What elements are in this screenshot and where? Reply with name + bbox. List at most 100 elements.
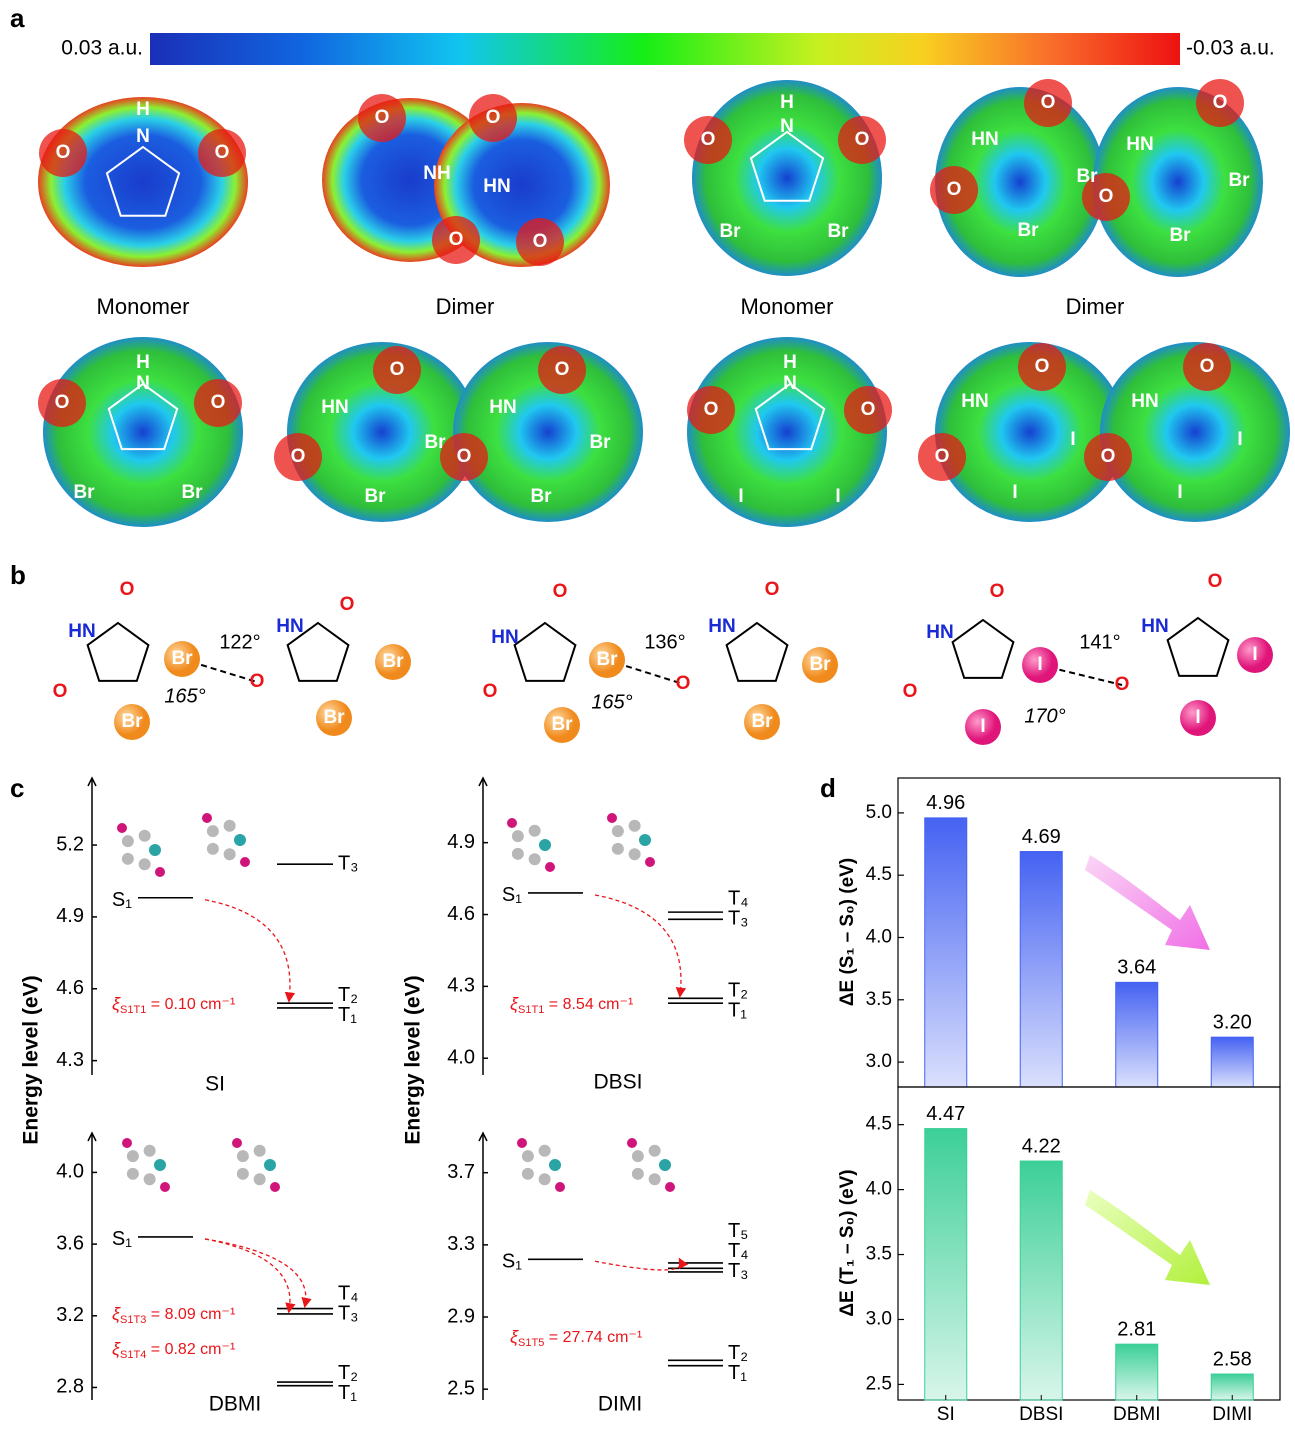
caption: Monomer [741,294,834,319]
atom-label: O [1200,356,1215,377]
atom-label: Br [121,711,143,732]
molecule-model [632,1168,644,1180]
molecule-model [649,1173,661,1185]
atom-label: Br [530,486,552,507]
molecule-model [522,1168,534,1180]
y-axis-title: Energy level (eV) [20,975,43,1144]
atom-label: HN [1131,391,1158,412]
molecule-model [607,813,617,823]
level-label: T₁ [728,1362,747,1384]
atom-label: Br [751,711,773,732]
molecule-model [539,1145,551,1157]
bar [1211,1037,1253,1087]
molecule-model [122,835,134,847]
value-label: 4.96 [926,792,965,814]
soc-annotation: ξS1T3 = 8.09 cm⁻¹ [112,1304,235,1326]
y-tick-label: 3.6 [56,1232,84,1254]
molecule-model [144,1145,156,1157]
bar [925,1129,967,1400]
atom-label: O [855,129,870,150]
value-label: 4.22 [1022,1135,1061,1157]
soc-subscript: S1T1 [518,1004,544,1016]
atom-label: O [56,142,71,163]
colorbar [150,33,1180,65]
atom-label: O [340,594,355,615]
atom-label: Br [171,648,193,669]
soc-annotation: ξS1T1 = 8.54 cm⁻¹ [510,994,633,1016]
bond-angle: 170° [1024,705,1065,727]
atom-label: O [486,107,501,128]
y-tick-label: 4.9 [56,905,84,927]
atom-label: I [1195,707,1200,728]
molecule-model [629,820,641,832]
atom-label: O [120,579,135,600]
soc-subscript: S1T4 [120,1349,146,1361]
y-tick-label: 4.0 [447,1047,475,1069]
y-tick-label: 4.3 [56,1049,84,1071]
bar [1020,1161,1062,1400]
atom-label: O [1101,446,1116,467]
panel-label: c [10,773,24,803]
molecule-model [645,857,655,867]
molecule-model [539,1173,551,1185]
molecule-model [224,820,236,832]
molecule-model [122,1138,132,1148]
atom-label: Br [719,221,741,242]
y-axis-title: ΔE (T₁ – S₀) (eV) [837,1169,858,1316]
y-tick-label: 4.9 [447,831,475,853]
value-label: 2.58 [1213,1348,1252,1370]
transition-arrow [205,1239,306,1306]
atom-label: O [1115,674,1130,695]
atom-label: N [780,116,794,137]
atom-label: Br [1228,170,1250,191]
atom-label: HN [321,397,348,418]
y-tick-label: 4.0 [866,926,892,947]
molecule-model [240,857,250,867]
panel-label: a [10,3,25,33]
atom-label: H [783,352,797,373]
atom-label: O [990,581,1005,602]
atom-label: Br [424,432,446,453]
molecule-model [507,818,517,828]
level-label: T₁ [338,1004,357,1026]
atom-label: HN [489,397,516,418]
caption: Monomer [97,294,190,319]
molecule-model [207,843,219,855]
atom-label: O [676,673,691,694]
soc-annotation: ξS1T1 = 0.10 cm⁻¹ [112,994,235,1016]
atom-label: HN [483,176,510,197]
molecule-model [144,1173,156,1185]
caption: Dimer [436,294,495,319]
molecule-model [627,1138,637,1148]
y-axis-title: ΔE (S₁ – S₀) (eV) [837,858,858,1006]
soc-annotation: ξS1T4 = 0.82 cm⁻¹ [112,1339,235,1361]
colorbar-max: -0.03 a.u. [1186,37,1275,60]
level-label: T₃ [338,1302,358,1324]
molecule-model [232,1138,242,1148]
bond-angle: 141° [1079,631,1120,653]
molecule-model [127,1168,139,1180]
y-tick-label: 5.0 [866,802,892,823]
level-label: T₃ [338,853,358,875]
atom-label: O [457,446,472,467]
molecule-model [254,1173,266,1185]
trend-arrow [1085,855,1210,950]
atom-label: I [1070,429,1075,450]
value-label: 3.64 [1117,957,1156,979]
atom-label: N [136,373,150,394]
atom-label: Br [551,714,573,735]
level-label: T₄ [728,1240,748,1262]
panel-label: b [10,560,26,590]
soc-value: = 8.09 cm⁻¹ [146,1306,235,1323]
atom-label: O [449,229,464,250]
atom-label: Br [1076,166,1098,187]
atom-label: O [765,579,780,600]
atom-label: HN [708,616,735,637]
atom-label: N [136,126,150,147]
y-tick-label: 4.0 [56,1161,84,1183]
atom-label: O [553,581,568,602]
atom-label: Br [73,482,95,503]
level-label: T₂ [728,979,748,1001]
atom-label: I [1252,644,1257,665]
y-tick-label: 3.5 [866,1244,892,1265]
